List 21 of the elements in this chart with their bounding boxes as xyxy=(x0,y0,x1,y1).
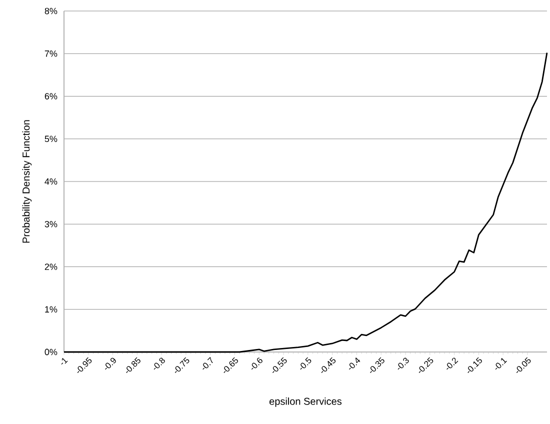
y-tick-label: 0% xyxy=(44,348,58,356)
x-tick-label: -0.8 xyxy=(154,358,165,370)
x-tick-label: -0.7 xyxy=(202,357,213,370)
x-tick-label: -1 xyxy=(61,358,68,365)
x-tick-label: -0.6 xyxy=(251,358,262,370)
x-tick-label: -0.1 xyxy=(495,358,507,370)
x-tick-label: -0.2 xyxy=(446,358,458,370)
y-tick-label: 1% xyxy=(45,306,58,313)
x-tick-label: -0.3 xyxy=(398,358,409,370)
y-tick-label: 7% xyxy=(44,50,58,57)
x-tick-label: -0.9 xyxy=(105,358,116,370)
y-tick-label: 6% xyxy=(44,93,58,100)
y-tick-label: 4% xyxy=(44,178,58,185)
x-axis-title: epsilon Services xyxy=(270,398,342,407)
y-tick-label: 8% xyxy=(44,8,58,14)
x-tick-label: -0.4 xyxy=(348,358,360,370)
y-tick-label: 3% xyxy=(44,220,58,228)
y-axis-title: Probability Density Function xyxy=(22,120,32,243)
y-tick-label: 2% xyxy=(44,264,58,270)
y-tick-label: 5% xyxy=(44,136,58,142)
x-tick-label: -0.5 xyxy=(300,357,312,370)
